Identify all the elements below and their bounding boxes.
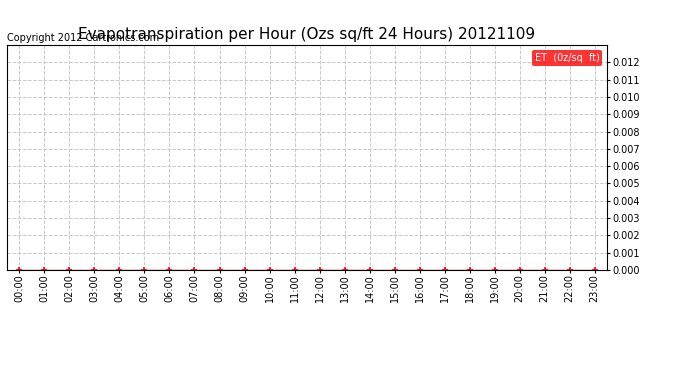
Title: Evapotranspiration per Hour (Ozs sq/ft 24 Hours) 20121109: Evapotranspiration per Hour (Ozs sq/ft 2…	[79, 27, 535, 42]
Text: Copyright 2012 Cartronics.com: Copyright 2012 Cartronics.com	[7, 33, 159, 43]
Legend: ET  (0z/sq  ft): ET (0z/sq ft)	[531, 50, 602, 66]
